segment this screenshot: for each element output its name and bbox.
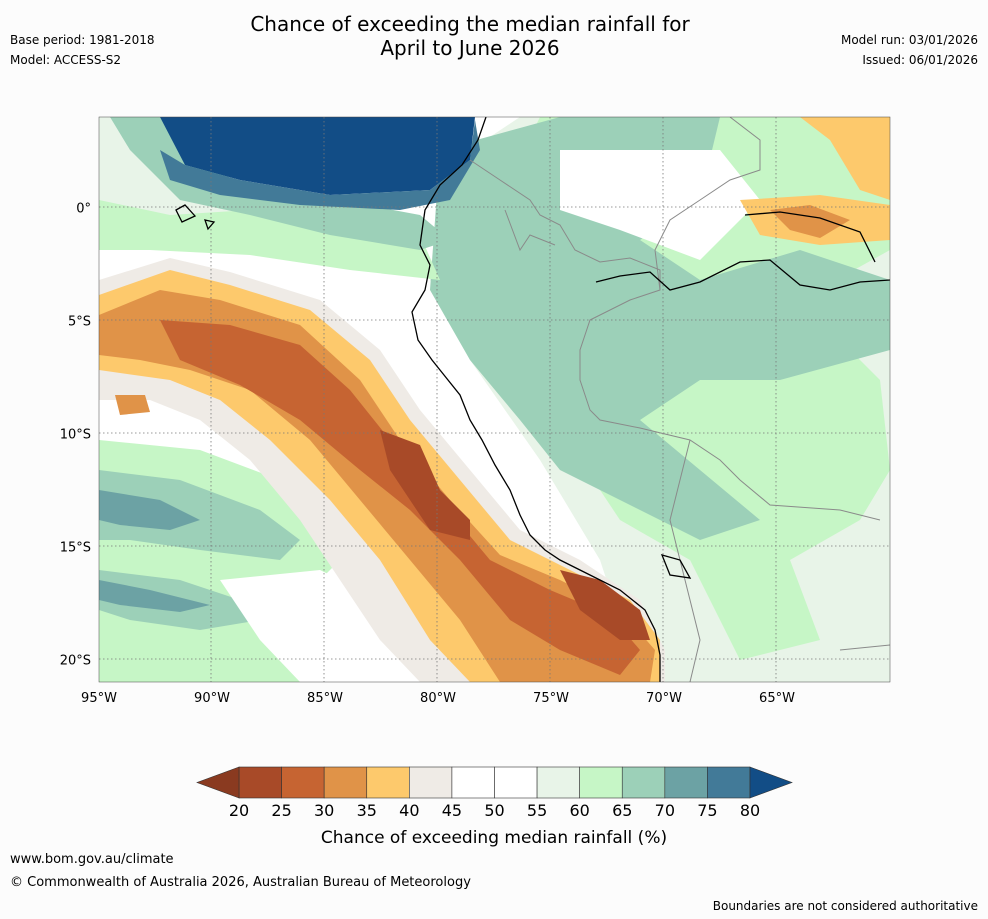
lat-label: 20°S [60,653,91,668]
colorbar-tick-label: 35 [357,801,377,820]
colorbar-tick-label: 80 [740,801,760,820]
map-frame [98,116,891,683]
lat-label: 5°S [68,314,91,329]
colorbar-tick-label: 65 [612,801,632,820]
map-title: Chance of exceeding the median rainfall … [190,12,750,60]
footer-copyright: © Commonwealth of Australia 2026, Austra… [10,875,471,890]
lon-label: 65°W [759,691,795,706]
colorbar-swatch [536,766,580,799]
lat-label: 10°S [60,427,91,442]
colorbar-swatch [323,766,368,799]
colorbar-high-extend [749,766,793,799]
colorbar-tick-label: 25 [271,801,291,820]
zone-orange-band [160,320,640,675]
model-run: Model run: 03/01/2026 [840,33,978,47]
zone-blue-ring-north [160,120,480,210]
colorbar-tick-label: 50 [484,801,504,820]
colorbar-tick-label: 30 [314,801,334,820]
colorbar-swatch [664,766,708,799]
zone-darkorange-band [380,430,650,640]
colorbar-swatch [409,766,453,799]
base-period: Base period: 1981-2018 [10,33,155,47]
colorbar-tick-label: 60 [569,801,589,820]
lon-label: 90°W [194,691,230,706]
lon-labels: 95°W 90°W 85°W 80°W 75°W 70°W 65°W [81,691,795,706]
lat-label: 0° [76,201,91,216]
zone-blue-sw [99,490,210,612]
footer-url[interactable]: www.bom.gov.au/climate [10,852,174,867]
zone-orange-west-spot [115,395,150,415]
meta-left: Base period: 1981-2018 Model: ACCESS-S2 [10,30,155,70]
coastline [175,117,890,682]
zone-deep-blue-north [160,117,475,195]
lon-label: 80°W [420,691,456,706]
colorbar-swatch [494,766,538,799]
lon-label: 85°W [307,691,343,706]
title-line-2: April to June 2026 [380,36,560,60]
colorbar-tick-label: 20 [229,801,249,820]
colorbar-ticks: 20 25 30 35 40 45 50 55 60 65 70 75 80 [229,801,760,820]
colorbar-swatch [451,766,495,799]
footer-disclaimer: Boundaries are not considered authoritat… [712,899,978,913]
title-line-1: Chance of exceeding the median rainfall … [250,12,690,36]
colorbar-tick-label: 55 [527,801,547,820]
lon-label: 95°W [81,691,117,706]
colorbar-swatch [366,766,410,799]
zone-teal-ne [430,117,890,540]
colorbar-label: Chance of exceeding median rainfall (%) [321,828,667,848]
lat-labels: 0° 5°S 10°S 15°S 20°S [60,201,91,668]
colorbar [196,766,793,799]
colorbar-swatch [621,766,666,799]
colorbar-tick-label: 75 [697,801,717,820]
issued-date: Issued: 06/01/2026 [862,53,978,67]
lon-label: 70°W [646,691,682,706]
meta-right: Model run: 03/01/2026 Issued: 06/01/2026 [841,30,978,70]
colorbar-tick-label: 70 [655,801,675,820]
colorbar-swatch [281,766,325,799]
colorbar-swatch [707,766,751,799]
model-name: Model: ACCESS-S2 [10,53,122,67]
map-canvas [99,117,890,682]
lat-label: 15°S [60,540,91,555]
colorbar-tick-label: 45 [442,801,462,820]
colorbar-low-extend [196,766,240,799]
colorbar-swatch [579,766,623,799]
colorbar-tick-label: 40 [399,801,419,820]
lon-label: 75°W [533,691,569,706]
colorbar-swatch [238,766,282,799]
zone-white-amazon [560,150,760,260]
